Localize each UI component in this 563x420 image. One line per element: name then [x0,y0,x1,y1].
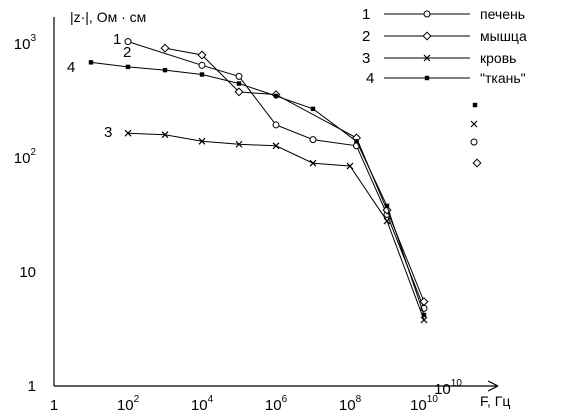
x-tick-label: 1010 [434,378,462,398]
series-2 [160,43,429,307]
data-point-square [384,203,390,209]
data-point-cross [383,217,391,225]
curve-labels: 12 3 4 [67,31,131,141]
series-line [127,41,425,309]
data-point-cross [420,316,428,324]
data-point-circle [124,38,132,46]
data-point-circle [470,138,478,146]
data-point-circle [198,61,206,69]
data-point-circle [235,72,243,80]
legend-label: мышца [480,28,527,44]
data-point-square [424,75,430,81]
legend-number: 3 [362,50,370,67]
series-line [90,61,425,316]
y-tick-label: 102 [14,147,37,167]
data-point-diamond [422,31,432,41]
legend-label: печень [480,6,525,22]
data-point-circle [423,10,431,18]
y-axis-label: |z·|, Ом · см [70,9,146,25]
data-point-square [310,106,316,112]
legend-item: 4 "ткань" [366,70,526,87]
side-markers [470,102,482,168]
data-point-diamond [234,87,244,97]
legend-label: "ткань" [480,70,526,86]
series-line [127,132,425,321]
data-point-cross [198,137,206,145]
x-tick-label: 108 [339,394,362,414]
data-point-cross [423,54,431,62]
series-4 [88,60,427,318]
series-line [164,47,425,302]
legend-number: 2 [362,28,370,45]
data-point-cross [161,131,169,139]
x-axis-arrow [487,380,499,387]
data-point-cross [346,162,354,170]
data-point-square [472,102,478,108]
data-point-diamond [419,297,429,307]
y-tick-label: 10 [19,264,36,281]
data-point-cross [272,142,280,150]
y-tick-label: 1 [28,378,36,395]
data-point-cross [235,140,243,148]
curve-label-4: 4 [67,59,75,76]
data-point-square [236,81,242,86]
data-point-square [162,67,168,73]
data-point-diamond [160,43,170,53]
legend: 1 печень 2 мышца 3 кровь 4 "ткань" [362,6,527,87]
data-point-diamond [472,158,482,168]
extra-tick-label: 1010 [434,378,462,398]
x-axis-label: F, Гц [480,393,510,409]
x-tick-labels: 1 102 104 106 108 1010 [50,394,439,414]
data-point-diamond [197,50,207,60]
data-point-cross [309,159,317,167]
data-point-square [354,139,359,144]
x-tick-label: 1010 [410,394,438,414]
curve-label-2: 2 [123,44,131,61]
curve-label-1: 1 [113,31,121,48]
data-point-square [421,312,427,318]
data-point-circle [272,121,280,129]
x-tick-label: 1 [50,397,58,414]
legend-item: 1 печень [362,6,525,23]
data-point-circle [309,136,317,144]
series-layer [88,38,429,324]
legend-item: 2 мышца [362,28,527,45]
data-point-square [273,93,279,99]
data-point-cross [470,120,478,128]
axes [53,17,499,392]
x-axis-arrow [487,385,499,392]
y-tick-label: 103 [14,33,37,53]
data-point-square [88,60,94,65]
legend-number: 1 [362,6,370,23]
x-tick-label: 106 [265,394,288,414]
x-tick-label: 102 [117,394,140,414]
legend-number: 4 [366,70,374,87]
data-point-cross [124,129,132,137]
series-1 [124,38,428,312]
legend-label: кровь [480,50,516,66]
curve-label-3: 3 [104,124,112,141]
data-point-diamond [382,205,392,215]
x-tick-label: 104 [191,394,214,414]
data-point-square [199,72,205,77]
series-3 [124,129,428,324]
y-tick-labels: 1 10 102 103 [14,33,37,395]
data-point-square [125,64,131,70]
legend-item: 3 кровь [362,50,516,67]
